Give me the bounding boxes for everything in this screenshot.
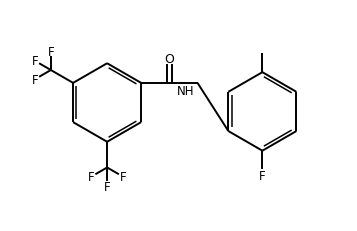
Text: F: F <box>47 46 54 59</box>
Text: O: O <box>165 52 175 65</box>
Text: F: F <box>88 170 94 183</box>
Text: F: F <box>31 73 38 86</box>
Text: F: F <box>259 169 266 182</box>
Text: F: F <box>120 170 126 183</box>
Text: F: F <box>104 180 110 193</box>
Text: F: F <box>31 55 38 68</box>
Text: NH: NH <box>177 85 194 98</box>
